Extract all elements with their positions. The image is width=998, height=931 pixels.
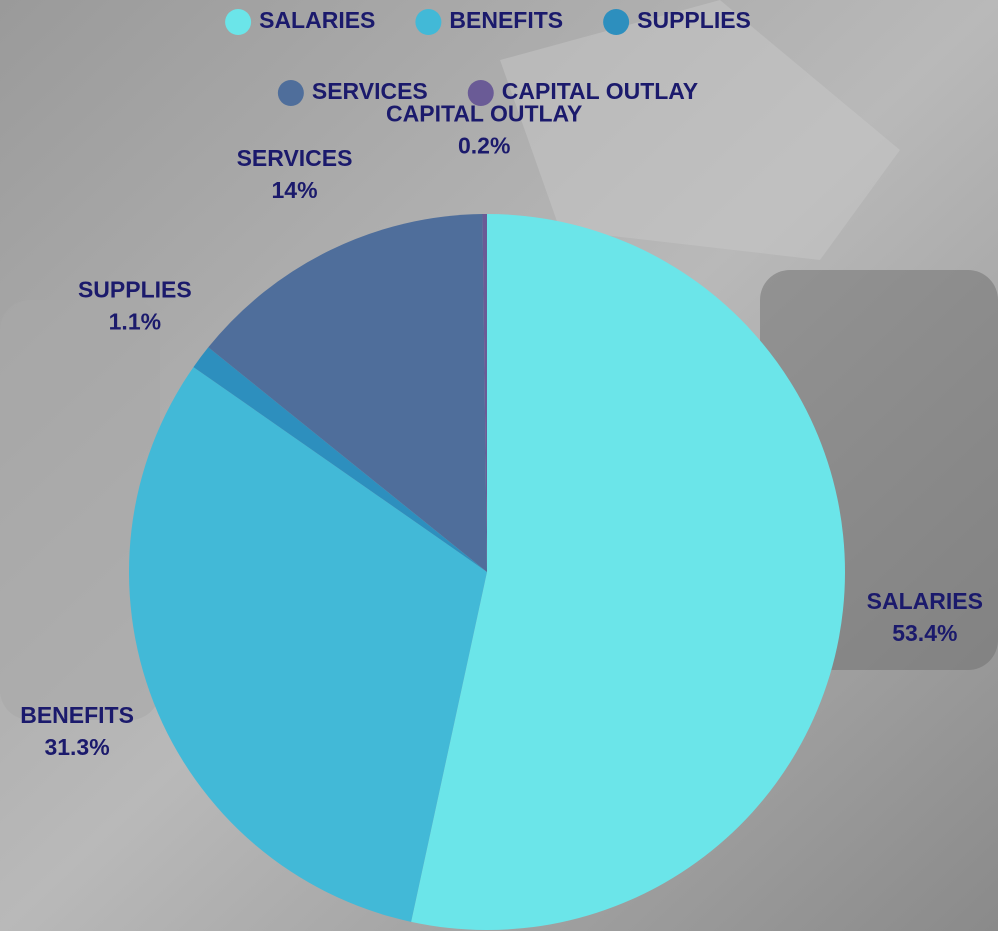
slice-label-name: SUPPLIES	[78, 277, 192, 303]
pie-slice	[208, 214, 488, 572]
legend-label: BENEFITS	[449, 7, 563, 33]
pie-slice	[193, 347, 487, 572]
slice-label-value: 14%	[271, 177, 317, 203]
legend-item: SERVICES	[277, 78, 428, 106]
legend-item: BENEFITS	[415, 7, 563, 35]
slice-label-value: 0.2%	[458, 133, 510, 159]
legend-label: CAPITAL OUTLAY	[502, 78, 698, 104]
background-shape	[0, 300, 160, 720]
slice-label-value: 53.4%	[892, 620, 957, 646]
slice-label-name: SALARIES	[867, 588, 983, 614]
pie-slice	[411, 214, 846, 930]
slice-label-value: 31.3%	[44, 734, 109, 760]
legend-label: SUPPLIES	[637, 7, 751, 33]
legend-swatch	[467, 80, 494, 106]
pie-slice	[482, 214, 487, 572]
slice-label-value: 1.1%	[109, 309, 161, 335]
legend-item: SUPPLIES	[603, 7, 751, 35]
legend-swatch	[225, 9, 252, 35]
legend-item: SALARIES	[225, 7, 375, 35]
legend-swatch	[415, 9, 442, 35]
slice-label-name: BENEFITS	[20, 702, 134, 728]
pie-slice	[128, 367, 487, 922]
legend-swatch	[603, 9, 630, 35]
legend-swatch	[277, 80, 304, 106]
legend-label: SALARIES	[259, 7, 375, 33]
background-shape	[500, 0, 900, 260]
slice-label-name: SERVICES	[237, 145, 353, 171]
legend-label: SERVICES	[312, 78, 428, 104]
legend-item: CAPITAL OUTLAY	[467, 78, 698, 106]
